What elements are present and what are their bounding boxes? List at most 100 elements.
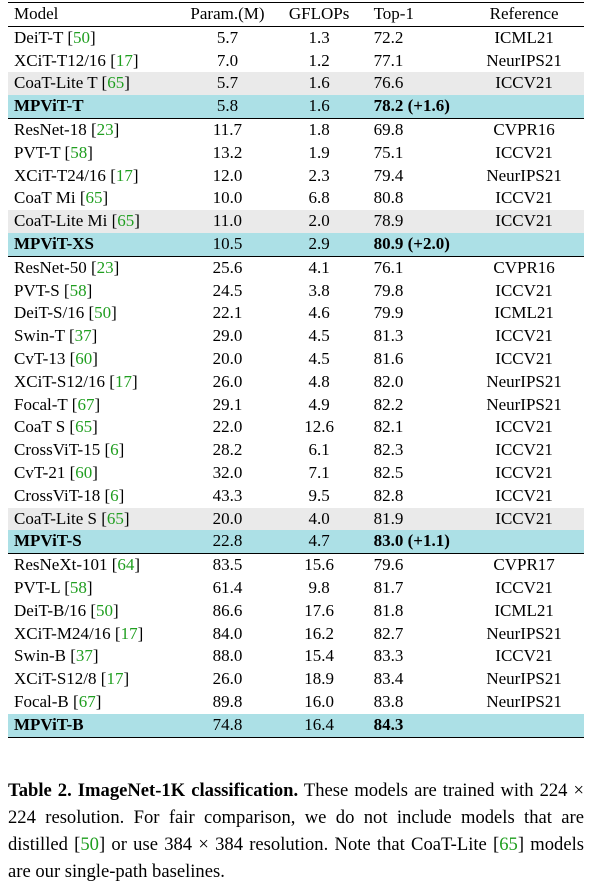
cell-param: 88.0 xyxy=(212,646,243,666)
top1-value: 76.1 xyxy=(373,257,404,277)
table-row-baseline: CoaT-Lite T [65] 5.7 1.6 76.6 ICCV21 xyxy=(8,72,584,96)
cell-model: ResNeXt-101 [64] xyxy=(14,555,141,575)
cell-param: 28.2 xyxy=(212,440,243,460)
citation-link[interactable]: 67 xyxy=(77,394,95,414)
citation-link[interactable]: 17 xyxy=(106,669,124,689)
cell-gflops: 6.8 xyxy=(308,188,330,208)
model-name: CoaT-Lite Mi xyxy=(14,211,108,231)
cell-model: MPViT-S xyxy=(8,530,183,555)
cell-gflops: 18.9 xyxy=(304,669,335,689)
citation-link[interactable]: 50 xyxy=(94,303,112,323)
cell-reference: ICCV21 xyxy=(495,142,553,162)
cell-model: MPViT-XS xyxy=(8,232,183,257)
cell-gflops: 17.6 xyxy=(304,600,335,620)
cell-model: Focal-T [67] xyxy=(14,394,101,414)
citation-link[interactable]: 23 xyxy=(96,119,114,139)
model-name: MPViT-T xyxy=(14,96,84,116)
table-row-baseline: CoaT-Lite S [65] 20.0 4.0 81.9 ICCV21 xyxy=(8,507,584,531)
cell-model: ResNet-18 [23] xyxy=(14,119,120,139)
cell-model: MPViT-T xyxy=(8,95,183,119)
top1-value: 82.2 xyxy=(373,394,404,414)
citation-link[interactable]: 65 xyxy=(75,417,93,437)
col-header-model: Model xyxy=(8,2,183,27)
citation-link[interactable]: 58 xyxy=(69,280,87,300)
cell-param: 61.4 xyxy=(212,577,243,597)
table-row: CrossViT-18 [6] 43.3 9.5 82.8 ICCV21 xyxy=(8,485,584,508)
table-row: PVT-T [58] 13.2 1.9 75.1 ICCV21 xyxy=(8,142,584,165)
citation-link[interactable]: 37 xyxy=(74,326,92,346)
citation-link[interactable]: 58 xyxy=(69,577,87,597)
top1-value: 81.7 xyxy=(373,577,404,597)
model-name: MPViT-S xyxy=(14,531,82,551)
cell-gflops: 15.6 xyxy=(304,555,335,575)
top1-value: 72.2 xyxy=(373,27,404,47)
cell-gflops: 4.5 xyxy=(308,326,330,346)
model-name: CoaT-Lite T xyxy=(14,73,98,93)
cell-reference: CVPR16 xyxy=(493,119,555,139)
citation-link[interactable]: 65 xyxy=(85,188,103,208)
citation-link[interactable]: 17 xyxy=(120,623,138,643)
model-name: ResNet-50 xyxy=(14,257,87,277)
table-row: XCiT-T24/16 [17] 12.0 2.3 79.4 NeurIPS21 xyxy=(8,165,584,188)
table-row: PVT-L [58] 61.4 9.8 81.7 ICCV21 xyxy=(8,577,584,600)
col-header-reference: Reference xyxy=(464,2,584,27)
citation-link[interactable]: 6 xyxy=(110,485,119,505)
citation-link[interactable]: 17 xyxy=(115,50,133,70)
cell-top1: 83.3 xyxy=(366,645,465,668)
cell-gflops: 4.5 xyxy=(308,348,330,368)
cell-top1: 76.6 xyxy=(365,72,465,96)
caption-citation-link[interactable]: 50 xyxy=(80,833,99,855)
citation-link[interactable]: 50 xyxy=(73,27,91,47)
table-row: ResNet-50 [23] 25.6 4.1 76.1 CVPR16 xyxy=(8,256,584,279)
cell-gflops: 1.6 xyxy=(272,95,366,119)
citation-link[interactable]: 67 xyxy=(78,691,96,711)
table-row: XCiT-S12/8 [17] 26.0 18.9 83.4 NeurIPS21 xyxy=(8,668,584,691)
cell-top1: 79.4 xyxy=(366,165,465,188)
citation-link[interactable]: 60 xyxy=(75,348,93,368)
cell-top1: 69.8 xyxy=(366,118,465,141)
cell-model: XCiT-T24/16 [17] xyxy=(14,165,139,185)
model-name: DeiT-B/16 xyxy=(14,600,87,620)
cell-gflops: 2.0 xyxy=(272,210,366,233)
table-row: ResNet-18 [23] 11.7 1.8 69.8 CVPR16 xyxy=(8,118,584,141)
model-name: CvT-13 xyxy=(14,348,66,368)
col-header-top1: Top-1 xyxy=(365,2,465,27)
cell-model: XCiT-S12/8 [17] xyxy=(14,669,130,689)
citation-link[interactable]: 17 xyxy=(114,371,132,391)
citation-link[interactable]: 58 xyxy=(70,142,88,162)
cell-top1: 81.7 xyxy=(366,577,465,600)
caption-citation-link[interactable]: 65 xyxy=(499,833,518,855)
cell-top1: 79.8 xyxy=(366,280,465,303)
citation-link[interactable]: 23 xyxy=(96,257,114,277)
cell-reference: NeurIPS21 xyxy=(486,394,562,414)
cell-top1: 81.9 xyxy=(365,507,465,531)
cell-model: Swin-B [37] xyxy=(14,646,99,666)
cell-gflops: 4.9 xyxy=(308,394,330,414)
cell-reference: NeurIPS21 xyxy=(486,669,562,689)
citation-link[interactable]: 65 xyxy=(106,508,124,528)
model-name: CoaT S xyxy=(14,417,66,437)
top1-value: 76.6 xyxy=(373,73,404,93)
cell-reference: CVPR17 xyxy=(493,555,555,575)
citation-link[interactable]: 50 xyxy=(96,600,114,620)
citation-link[interactable]: 6 xyxy=(110,440,119,460)
top1-value: 78.2 xyxy=(373,96,404,116)
citation-link[interactable]: 65 xyxy=(117,211,135,231)
citation-link[interactable]: 64 xyxy=(117,555,135,575)
cell-model: CoaT S [65] xyxy=(14,417,98,437)
top1-value: 79.9 xyxy=(373,303,404,323)
citation-link[interactable]: 65 xyxy=(107,73,125,93)
cell-param: 5.7 xyxy=(216,27,239,47)
cell-gflops: 4.0 xyxy=(272,507,366,531)
citation-link[interactable]: 17 xyxy=(115,165,133,185)
citation-link[interactable]: 37 xyxy=(75,646,93,666)
table-row-ours: MPViT-B 74.8 16.4 84.3 xyxy=(8,713,584,738)
cell-top1: 82.5 xyxy=(366,462,465,485)
cell-param: 5.8 xyxy=(182,95,273,119)
citation-link[interactable]: 60 xyxy=(75,462,93,482)
cell-gflops: 9.8 xyxy=(308,577,330,597)
table-row: CoaT S [65] 22.0 12.6 82.1 ICCV21 xyxy=(8,416,584,439)
cell-top1: 80.9 (+2.0) xyxy=(365,232,465,257)
cell-model: DeiT-S/16 [50] xyxy=(14,303,117,323)
cell-gflops: 2.3 xyxy=(308,165,330,185)
